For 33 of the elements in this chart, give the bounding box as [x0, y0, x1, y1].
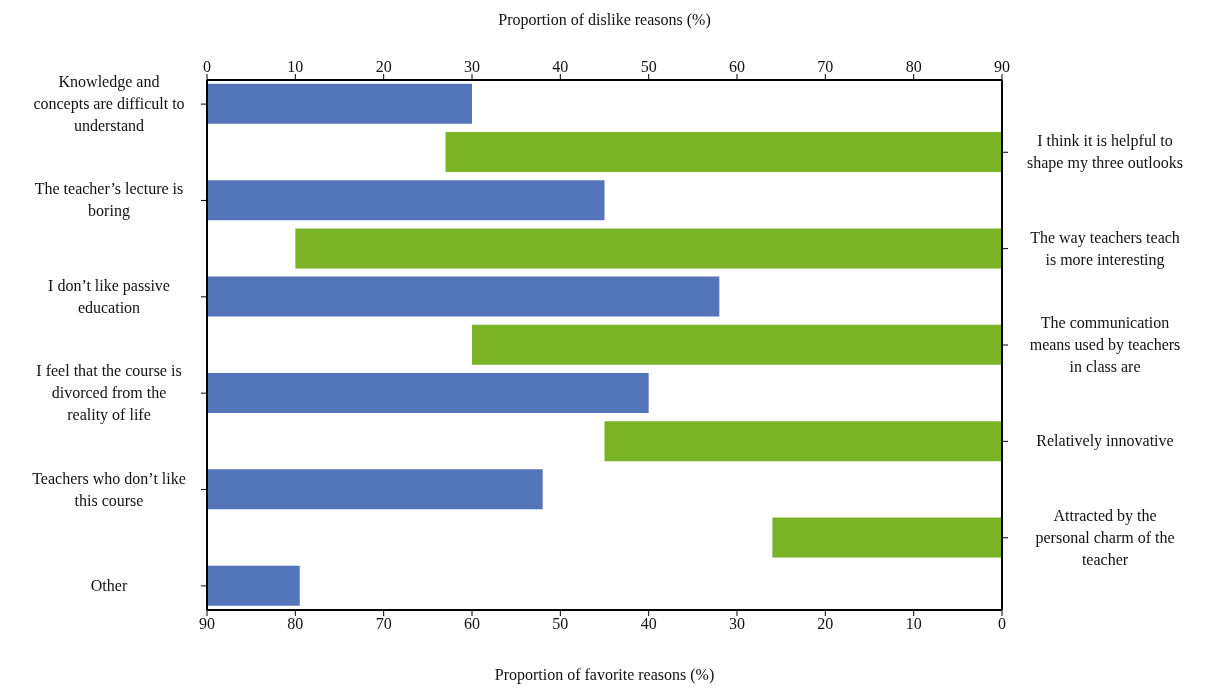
x2-tick-label: 20: [375, 58, 392, 75]
x-tick-label: 10: [905, 615, 922, 633]
x2-tick-label: 60: [729, 58, 745, 75]
x2-tick-label: 40: [552, 58, 569, 75]
y2-tick-label: The communication means used by teachers in class are: [1029, 314, 1181, 375]
y-tick-label: Other: [90, 576, 128, 594]
x-tick-label: 20: [817, 615, 834, 633]
x-tick-label: 50: [552, 615, 569, 633]
x-tick-label: 0: [998, 615, 1006, 633]
y-tick-label: Teachers who don’t like this course: [32, 469, 186, 509]
x2-axis-title: Proportion of dislike reasons (%): [498, 11, 711, 30]
y2-tick-label: Relatively innovative: [1036, 432, 1174, 451]
x2-tick-label: 80: [905, 58, 922, 75]
x2-tick-label: 10: [287, 58, 304, 75]
x-tick-label: 90: [199, 615, 215, 633]
y-tick-label: Knowledge and concepts are difficult to understand: [33, 73, 185, 135]
x-tick-label: 80: [287, 615, 304, 633]
y2-tick-label: The way teachers teach is more interesting: [1030, 228, 1180, 269]
y2-tick-label: I think it is helpful to shape my three outlooks: [1027, 132, 1183, 173]
x-tick-label: 60: [464, 615, 480, 633]
y-tick-label: The teacher’s lecture is boring: [34, 180, 184, 221]
y-tick-label: I feel that the course is divorced from the reality of life: [36, 362, 182, 425]
x2-tick-label: 0: [203, 58, 211, 75]
x2-tick-label: 30: [464, 58, 480, 75]
x2-tick-label: 90: [994, 58, 1010, 75]
y-tick-label: I don’t like passive education: [48, 276, 170, 316]
x2-tick-label: 70: [817, 58, 834, 75]
x-tick-label: 70: [375, 615, 392, 633]
x-axis-title: Proportion of favorite reasons (%): [494, 666, 715, 684]
x2-tick-label: 50: [640, 58, 657, 75]
x-tick-label: 40: [640, 615, 657, 633]
y2-tick-label: Attracted by the personal charm of the teacher: [1035, 506, 1175, 568]
x-tick-label: 30: [729, 615, 745, 633]
